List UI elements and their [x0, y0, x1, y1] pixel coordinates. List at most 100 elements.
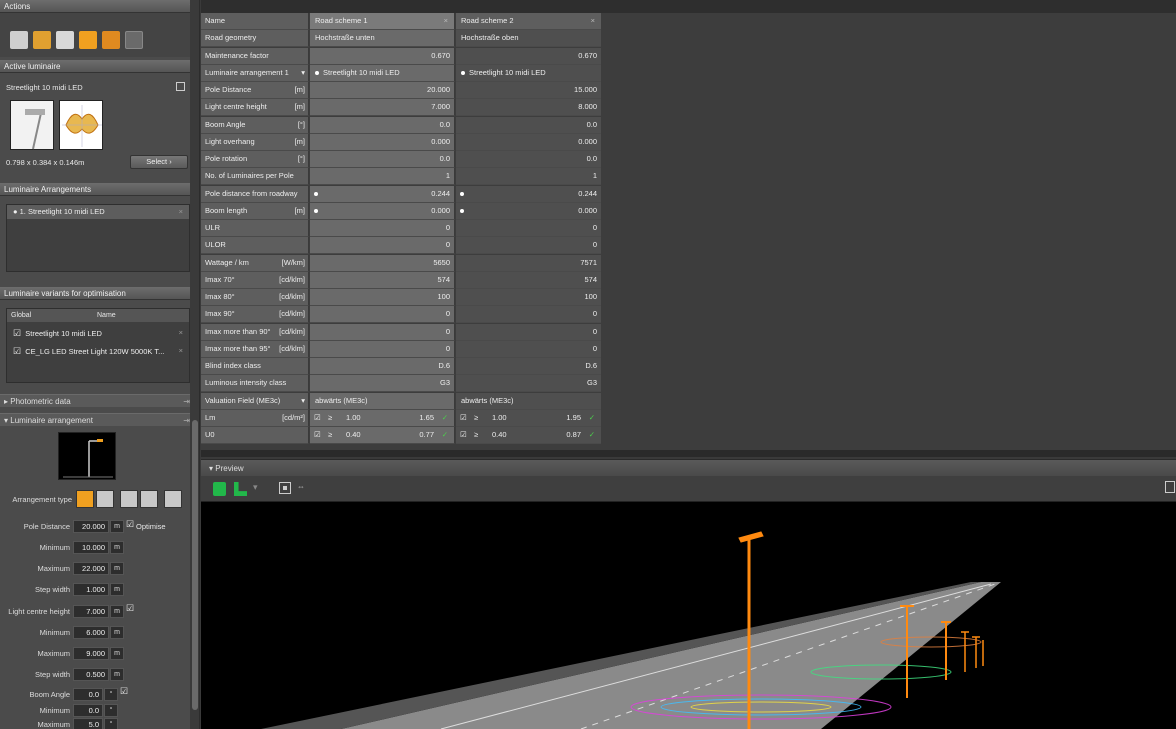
cell[interactable]: Streetlight 10 midi LED	[310, 65, 455, 82]
cell[interactable]: G3	[310, 375, 455, 392]
checkbox-icon[interactable]: ☑	[13, 346, 21, 356]
grid-icon[interactable]	[56, 31, 74, 49]
import-icon[interactable]	[102, 31, 120, 49]
variant-row[interactable]: ☑ CE_LG LED Street Light 120W 5000K T...…	[7, 344, 189, 358]
cell[interactable]: 0.0	[310, 117, 455, 134]
export-icon[interactable]	[79, 31, 97, 49]
cell[interactable]: Hochstraße oben	[456, 30, 601, 47]
dropdown-arrow-icon[interactable]: ▾	[253, 482, 258, 493]
arrangement-opposite-button[interactable]	[96, 490, 114, 508]
cell[interactable]: 0.0	[310, 151, 455, 168]
cell[interactable]: 0	[456, 306, 601, 323]
checkbox-icon[interactable]: ☑	[314, 427, 321, 443]
plan-view-icon[interactable]	[234, 482, 247, 496]
cell[interactable]: 0	[456, 237, 601, 254]
cell[interactable]: ☑ ≥1.00 1.65 ✓	[310, 410, 455, 427]
cell[interactable]: Streetlight 10 midi LED	[456, 65, 601, 82]
tab-road-scheme-1[interactable]: Road scheme 1 ×	[310, 13, 455, 30]
pd-step-input[interactable]: 1.000	[73, 583, 109, 596]
cell[interactable]: 0.000	[456, 203, 601, 220]
cell[interactable]: G3	[456, 375, 601, 392]
arrangement-single-side-button[interactable]	[76, 490, 94, 508]
measure-icon[interactable]: ⇔	[297, 482, 305, 491]
select-luminaire-button[interactable]: Select ›	[130, 155, 188, 169]
cell[interactable]: 0.0	[456, 151, 601, 168]
variant-row[interactable]: ☑ Streetlight 10 midi LED ×	[7, 326, 189, 340]
lch-input[interactable]: 7.000	[73, 605, 109, 618]
boom-minimum-input[interactable]: 0.0	[73, 704, 103, 717]
lch-minimum-input[interactable]: 6.000	[73, 626, 109, 639]
cell[interactable]: 15.000	[456, 82, 601, 99]
cell[interactable]: abwärts (ME3c)	[310, 393, 455, 410]
lch-step-input[interactable]: 0.500	[73, 668, 109, 681]
checkbox-icon[interactable]: ☑	[460, 410, 467, 426]
cell[interactable]: ☑ ≥0.40 0.87 ✓	[456, 427, 601, 444]
checkbox-icon[interactable]: ☑	[314, 410, 321, 426]
arrangement-staggered-button[interactable]	[120, 490, 138, 508]
cell[interactable]: 8.000	[456, 99, 601, 116]
cell[interactable]: D.6	[456, 358, 601, 375]
close-icon[interactable]: ×	[179, 326, 183, 340]
cell[interactable]: 0	[310, 341, 455, 358]
lch-optimise-checkbox[interactable]: ☑	[126, 603, 134, 614]
pin-icon[interactable]: ⇥	[183, 395, 190, 408]
cell[interactable]: Hochstraße unten	[310, 30, 455, 47]
cell[interactable]: 574	[456, 272, 601, 289]
arrangement-central-button[interactable]	[140, 490, 158, 508]
arrangement-section-header[interactable]: ▾ Luminaire arrangement ⇥	[0, 413, 196, 426]
boom-optimise-checkbox[interactable]: ☑	[120, 686, 128, 697]
cell[interactable]: 0.244	[456, 186, 601, 203]
cell[interactable]: 0.000	[310, 134, 455, 151]
preview-header[interactable]: ▾ Preview	[201, 459, 1176, 476]
cell[interactable]: 0	[310, 220, 455, 237]
checkbox-icon[interactable]: ☑	[460, 427, 467, 443]
cell[interactable]: 1	[310, 168, 455, 185]
cell[interactable]: ☑ ≥1.00 1.95 ✓	[456, 410, 601, 427]
cell[interactable]: D.6	[310, 358, 455, 375]
lch-maximum-input[interactable]: 9.000	[73, 647, 109, 660]
copy-icon[interactable]	[176, 82, 185, 91]
cell[interactable]: 0.000	[456, 134, 601, 151]
pole-distance-input[interactable]: 20.000	[73, 520, 109, 533]
cell[interactable]: 7.000	[310, 99, 455, 116]
disabled-tool-icon[interactable]	[125, 31, 143, 49]
cell[interactable]: 0	[456, 341, 601, 358]
tab-road-scheme-2[interactable]: Road scheme 2 ×	[456, 13, 601, 30]
fit-view-icon[interactable]	[279, 482, 291, 494]
cell[interactable]: 0	[310, 306, 455, 323]
camera-icon[interactable]	[1165, 481, 1175, 493]
close-icon[interactable]: ×	[444, 13, 448, 29]
cell[interactable]: 574	[310, 272, 455, 289]
close-icon[interactable]: ×	[591, 13, 595, 29]
scrollbar-thumb[interactable]	[192, 420, 198, 710]
cell[interactable]: 0.0	[456, 117, 601, 134]
cell[interactable]: 100	[310, 289, 455, 306]
cell[interactable]: 0.670	[456, 48, 601, 65]
optimise-checkbox[interactable]: ☑	[126, 519, 134, 530]
cell[interactable]: 100	[456, 289, 601, 306]
cell[interactable]: ☑ ≥0.40 0.77 ✓	[310, 427, 455, 444]
cell[interactable]: 0	[456, 220, 601, 237]
boom-maximum-input[interactable]: 5.0	[73, 718, 103, 729]
cell[interactable]: 7571	[456, 255, 601, 272]
cell[interactable]: 1	[456, 168, 601, 185]
luminaire-icon[interactable]	[33, 31, 51, 49]
3d-view-icon[interactable]	[213, 482, 226, 496]
close-icon[interactable]: ×	[179, 205, 183, 219]
cell[interactable]: 0.000	[310, 203, 455, 220]
cell[interactable]: 5650	[310, 255, 455, 272]
add-arrangement-icon[interactable]	[10, 31, 28, 49]
pin-icon[interactable]: ⇥	[183, 414, 190, 427]
close-icon[interactable]: ×	[179, 344, 183, 358]
checkbox-icon[interactable]: ☑	[13, 328, 21, 338]
cell[interactable]: 0	[310, 324, 455, 341]
3d-viewport[interactable]	[201, 502, 1176, 729]
cell[interactable]: 0	[456, 324, 601, 341]
boom-angle-input[interactable]: 0.0	[73, 688, 103, 701]
left-scrollbar[interactable]	[190, 0, 200, 729]
cell[interactable]: 0.670	[310, 48, 455, 65]
arrangement-twin-button[interactable]	[164, 490, 182, 508]
arrangement-item[interactable]: ● 1. Streetlight 10 midi LED ×	[7, 205, 189, 219]
photometric-header[interactable]: ▸ Photometric data ⇥	[0, 394, 196, 407]
cell[interactable]: 0	[310, 237, 455, 254]
